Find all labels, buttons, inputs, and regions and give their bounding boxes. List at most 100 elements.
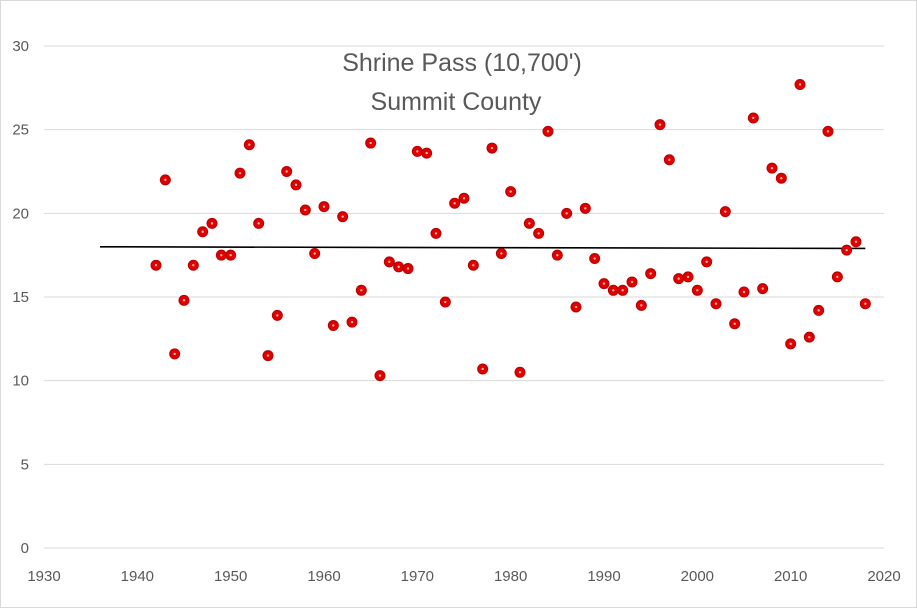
x-axis-tick-labels: 1930 1940 1950 1960 1970 1980 1990 2000 2010 2020 <box>27 568 900 585</box>
data-point <box>262 350 274 362</box>
data-point <box>617 284 629 296</box>
data-point <box>850 236 862 248</box>
data-point <box>710 298 722 310</box>
data-point <box>514 366 526 378</box>
data-point <box>841 244 853 256</box>
data-point <box>365 137 377 149</box>
data-point <box>486 142 498 154</box>
data-point <box>523 217 535 229</box>
chart-title-line-2: Summit County <box>371 88 542 116</box>
data-point <box>505 186 517 198</box>
data-point <box>822 125 834 137</box>
data-point <box>775 172 787 184</box>
gridlines <box>44 45 884 549</box>
data-point <box>654 119 666 131</box>
trendline-layer <box>99 246 866 250</box>
x-tick-label: 1990 <box>587 568 620 585</box>
data-point <box>477 363 489 375</box>
data-point <box>234 167 246 179</box>
y-tick-label: 15 <box>12 289 29 306</box>
x-tick-label: 1930 <box>27 568 60 585</box>
data-point <box>327 319 339 331</box>
data-point <box>561 207 573 219</box>
data-point <box>589 253 601 265</box>
data-point <box>598 278 610 290</box>
data-point <box>253 217 265 229</box>
data-point <box>197 226 209 238</box>
data-point <box>747 112 759 124</box>
data-point <box>309 247 321 259</box>
data-point <box>243 139 255 151</box>
data-point <box>458 192 470 204</box>
data-points <box>150 78 871 382</box>
x-tick-label: 1960 <box>307 568 340 585</box>
data-point <box>159 174 171 186</box>
data-point <box>290 179 302 191</box>
data-point <box>187 259 199 271</box>
data-point <box>225 249 237 261</box>
data-point <box>318 201 330 213</box>
chart-title-line-1: Shrine Pass (10,700') <box>342 49 582 77</box>
y-axis-tick-labels: 0 5 10 15 20 25 30 <box>12 38 29 557</box>
data-point <box>645 268 657 280</box>
data-point <box>411 145 423 157</box>
data-point <box>439 296 451 308</box>
data-point <box>337 211 349 223</box>
trendline <box>99 246 866 250</box>
data-point <box>682 271 694 283</box>
y-tick-label: 30 <box>12 38 29 55</box>
data-point <box>859 298 871 310</box>
x-tick-label: 2010 <box>774 568 807 585</box>
data-point <box>701 256 713 268</box>
data-point <box>729 318 741 330</box>
data-point <box>374 370 386 382</box>
data-point <box>813 304 825 316</box>
data-point <box>766 162 778 174</box>
data-point <box>607 284 619 296</box>
x-tick-label: 2020 <box>867 568 900 585</box>
data-point <box>663 154 675 166</box>
data-point <box>794 78 806 90</box>
data-point <box>757 283 769 295</box>
data-point <box>533 227 545 239</box>
data-point <box>738 286 750 298</box>
data-point <box>430 227 442 239</box>
x-tick-label: 1980 <box>494 568 527 585</box>
data-point <box>495 247 507 259</box>
data-point <box>551 249 563 261</box>
data-point <box>421 147 433 159</box>
data-point <box>150 259 162 271</box>
data-point <box>178 294 190 306</box>
data-point <box>570 301 582 313</box>
data-point <box>346 316 358 328</box>
data-point <box>719 206 731 218</box>
data-point <box>831 271 843 283</box>
data-point <box>393 261 405 273</box>
data-point <box>271 309 283 321</box>
data-point <box>579 202 591 214</box>
data-point <box>402 263 414 275</box>
y-tick-label: 20 <box>12 205 29 222</box>
data-point <box>626 276 638 288</box>
y-tick-label: 5 <box>21 456 29 473</box>
data-point <box>542 125 554 137</box>
data-point <box>215 249 227 261</box>
data-point <box>635 299 647 311</box>
data-point <box>383 256 395 268</box>
data-point <box>691 284 703 296</box>
data-point <box>673 273 685 285</box>
data-point <box>467 259 479 271</box>
data-point <box>281 166 293 177</box>
x-tick-label: 1950 <box>214 568 247 585</box>
data-point <box>803 331 815 343</box>
x-tick-label: 1970 <box>401 568 434 585</box>
y-tick-label: 10 <box>12 373 29 390</box>
data-point <box>785 338 797 350</box>
data-point <box>449 197 461 209</box>
data-point <box>169 348 181 360</box>
data-point <box>206 217 218 229</box>
x-tick-label: 1940 <box>121 568 154 585</box>
y-tick-label: 0 <box>21 540 29 557</box>
